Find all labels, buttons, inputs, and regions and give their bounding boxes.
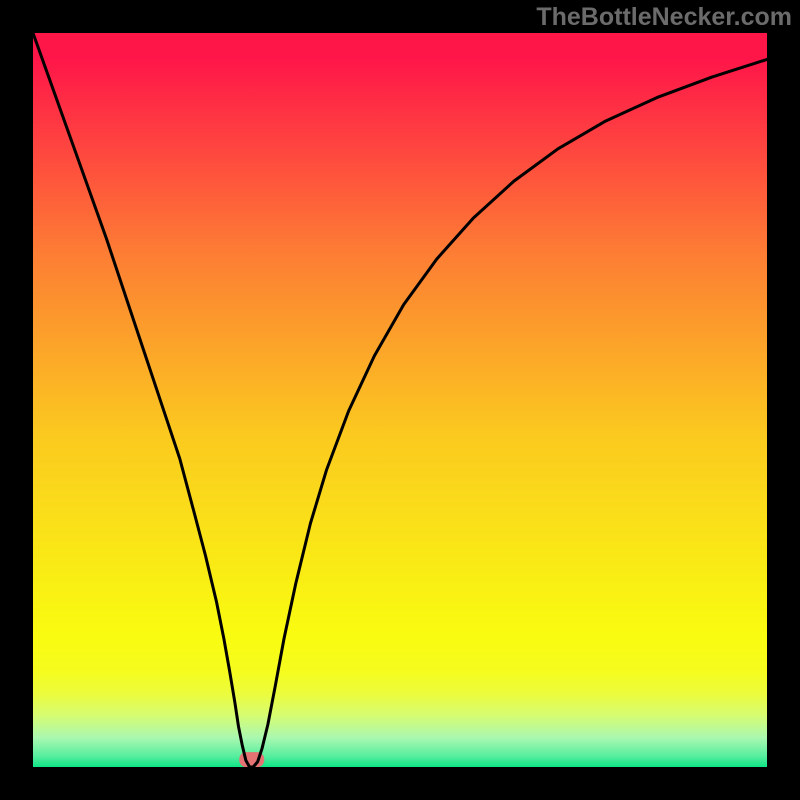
bottleneck-chart (0, 0, 800, 800)
frame-left (0, 0, 33, 800)
frame-bottom (0, 767, 800, 800)
plot-background (33, 33, 767, 767)
frame-right (767, 0, 800, 800)
watermark-text: TheBottleNecker.com (536, 3, 792, 32)
